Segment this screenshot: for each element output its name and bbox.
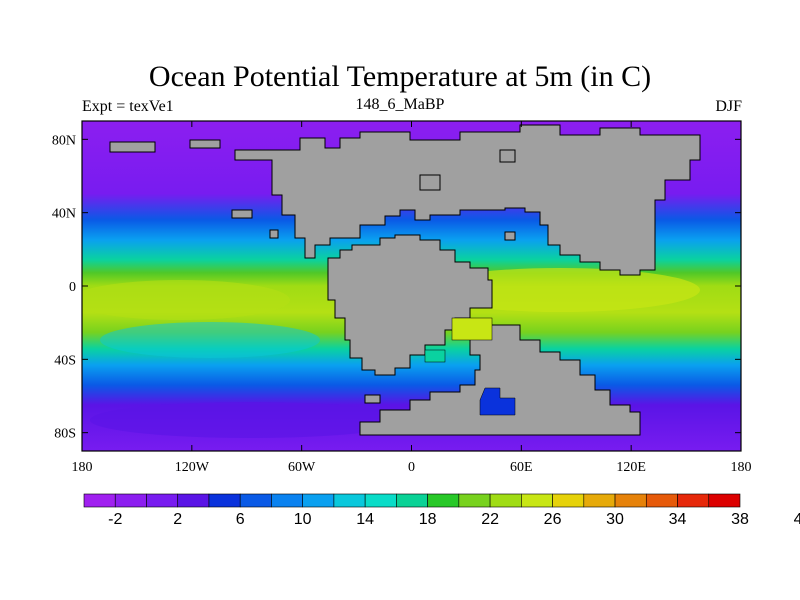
colorbar-swatch <box>552 493 585 508</box>
cold-pocket <box>479 387 516 416</box>
colorbar-swatch <box>146 493 179 508</box>
colorbar-label: -2 <box>108 511 122 528</box>
colorbar-label: 34 <box>669 511 687 528</box>
land-masses <box>109 124 701 436</box>
map-title: Ocean Potential Temperature at 5m (in C) <box>148 60 652 93</box>
colorbar-swatch <box>302 493 335 508</box>
colorbar-label: 22 <box>481 511 499 528</box>
land-island <box>504 231 516 241</box>
land-gondwana-east <box>359 324 641 436</box>
lon-tick-label: 180 <box>731 460 752 475</box>
colorbar-label: 14 <box>356 511 374 528</box>
colorbar-label: 18 <box>419 511 437 528</box>
land-island <box>364 394 381 404</box>
colorbar-label: 42 <box>794 511 800 528</box>
colorbar-swatch <box>645 493 678 508</box>
lat-tick-label: 80N <box>52 133 76 148</box>
land-island <box>269 229 279 239</box>
lon-tick-label: 120E <box>616 460 646 475</box>
colorbar-label: 30 <box>606 511 624 528</box>
colorbar-swatch <box>583 493 616 508</box>
latitude-axis: 80N 40N 0 40S 80S <box>52 133 741 442</box>
colorbar-swatch <box>677 493 710 508</box>
lon-tick-label: 120W <box>175 460 210 475</box>
colorbar-label: 6 <box>236 511 245 528</box>
colorbar-label: 38 <box>731 511 749 528</box>
colorbar-label: 26 <box>544 511 562 528</box>
lon-tick-label: 0 <box>408 460 415 475</box>
land-gondwana-west <box>327 234 493 376</box>
colorbar-swatch <box>239 493 272 508</box>
experiment-label: Expt = texVe1 <box>82 98 174 115</box>
colorbar-swatch <box>333 493 366 508</box>
time-label: 148_6_MaBP <box>355 96 445 113</box>
lat-tick-label: 40N <box>52 207 76 222</box>
land-island <box>499 149 516 163</box>
colorbar-swatch <box>208 493 241 508</box>
colorbar-swatch <box>271 493 303 508</box>
longitude-axis: 180 120W 60W 0 60E 120E 180 <box>72 121 752 475</box>
colorbar-swatch <box>364 493 397 508</box>
colorbar-swatch <box>427 493 460 508</box>
warm-pool-patch <box>82 280 290 320</box>
season-label: DJF <box>715 98 742 115</box>
colorbar-swatch <box>458 493 491 508</box>
colorbar-swatch <box>708 493 741 508</box>
colorbar-swatch <box>114 493 147 508</box>
colorbar-swatch <box>489 493 522 508</box>
lon-tick-label: 180 <box>72 460 93 475</box>
land-island <box>189 139 221 149</box>
cool-pocket <box>424 349 446 363</box>
land-island <box>231 209 253 219</box>
land-island <box>109 141 156 153</box>
cold-patch <box>90 402 410 438</box>
colorbar-swatch <box>177 493 210 508</box>
lat-tick-label: 0 <box>69 280 76 295</box>
colorbar-label: 2 <box>173 511 182 528</box>
land-island <box>419 174 441 191</box>
land-laurasia <box>234 124 701 276</box>
colorbar-label: 10 <box>294 511 312 528</box>
colorbar-swatch <box>83 493 116 508</box>
colorbar-swatch <box>614 493 647 508</box>
lon-tick-label: 60W <box>288 460 316 475</box>
colorbar: -226101418222630343842 <box>83 493 800 528</box>
lon-tick-label: 60E <box>510 460 533 475</box>
cool-patch <box>100 322 320 358</box>
colorbar-swatch <box>521 493 553 508</box>
lat-tick-label: 80S <box>54 427 76 442</box>
lat-tick-label: 40S <box>54 353 76 368</box>
warm-pool-patch <box>451 317 493 341</box>
colorbar-swatch <box>396 493 428 508</box>
